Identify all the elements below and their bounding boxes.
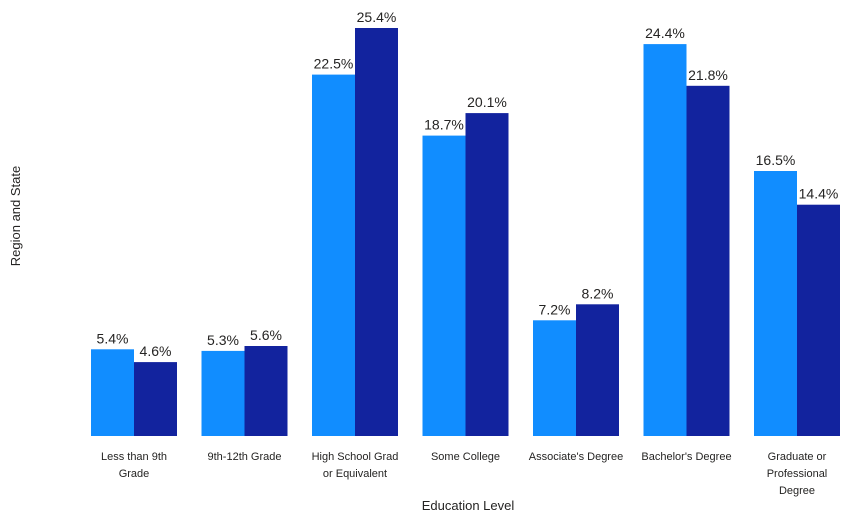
- data-label-s2-c6: 21.8%: [688, 67, 728, 83]
- category-label-5-line-1: Associate's Degree: [529, 451, 623, 463]
- bar-s1-c4[interactable]: [422, 135, 466, 436]
- bar-s1-c2[interactable]: [201, 350, 245, 436]
- data-label-s1-c1: 5.4%: [97, 330, 129, 346]
- category-label-3-line-1: High School Grad: [312, 451, 399, 463]
- bar-s2-c3[interactable]: [355, 28, 398, 436]
- bar-s2-c4[interactable]: [465, 113, 509, 436]
- category-labels-layer: Less than 9th Grade 9th-12th Grade High Sch…: [101, 451, 827, 497]
- bar-s1-c7[interactable]: [754, 171, 797, 436]
- bar-s2-c2[interactable]: [244, 346, 288, 436]
- data-label-s1-c4: 18.7%: [424, 117, 464, 133]
- data-label-s1-c5: 7.2%: [539, 301, 571, 317]
- bar-s2-c5[interactable]: [576, 304, 619, 436]
- category-label-7-line-3: Degree: [779, 485, 815, 497]
- data-label-s2-c7: 14.4%: [799, 186, 839, 202]
- data-label-s2-c2: 5.6%: [250, 327, 282, 343]
- category-label-4-line-1: Some College: [431, 451, 500, 463]
- category-label-7-line-1: Graduate or: [768, 451, 827, 463]
- bar-s2-c6[interactable]: [686, 85, 730, 437]
- category-label-3-line-2: or Equivalent: [323, 468, 387, 480]
- data-label-s2-c5: 8.2%: [582, 285, 614, 301]
- category-label-1-line-2: Grade: [119, 468, 150, 480]
- value-labels-layer: 5.4% 4.6% 5.3% 5.6% 22.5% 25.4% 18.7%20.1% 7.2%…: [97, 9, 839, 359]
- data-label-s2-c3: 25.4%: [357, 9, 397, 25]
- bars-layer: [91, 28, 840, 437]
- category-label-1-line-1: Less than 9th: [101, 451, 167, 463]
- data-label-s2-c1: 4.6%: [140, 343, 172, 359]
- data-label-s1-c2: 5.3%: [207, 332, 239, 348]
- bar-s1-c1[interactable]: [91, 349, 134, 436]
- data-label-s1-c6: 24.4%: [645, 25, 685, 41]
- bar-s1-c6[interactable]: [643, 44, 687, 436]
- bar-s2-c7[interactable]: [797, 204, 840, 436]
- category-label-2-line-1: 9th-12th Grade: [208, 451, 282, 463]
- bar-s1-c3[interactable]: [312, 74, 355, 436]
- data-label-s1-c7: 16.5%: [756, 152, 796, 168]
- data-label-s1-c3: 22.5%: [314, 56, 354, 72]
- bar-s1-c5[interactable]: [533, 320, 576, 436]
- x-axis-title: Education Level: [422, 498, 515, 513]
- category-label-6-line-1: Bachelor's Degree: [641, 451, 731, 463]
- bar-s2-c1[interactable]: [134, 362, 177, 436]
- category-label-7-line-2: Professional: [767, 468, 828, 480]
- y-axis-title: Region and State: [8, 166, 23, 266]
- data-label-s2-c4: 20.1%: [467, 94, 507, 110]
